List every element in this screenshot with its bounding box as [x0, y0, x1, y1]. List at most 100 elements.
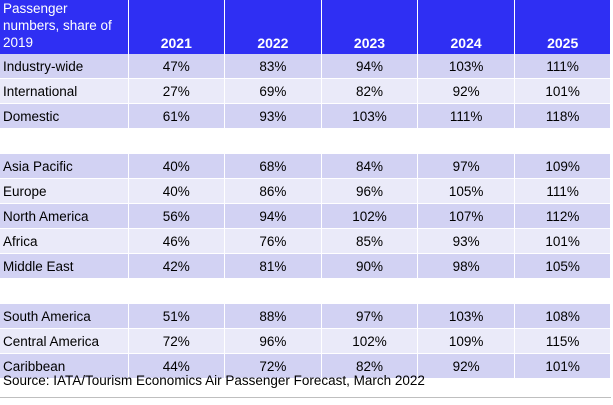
passenger-forecast-table: Passenger numbers, share of 2019 2021 20…: [0, 0, 612, 379]
value-cell: 108%: [514, 303, 612, 329]
value-cell: 72%: [224, 353, 322, 379]
row-label: Africa: [0, 228, 129, 254]
value-cell: 61%: [128, 103, 226, 129]
value-cell: 40%: [128, 153, 226, 179]
table-header-row: Passenger numbers, share of 2019 2021 20…: [0, 0, 612, 54]
row-label: North America: [0, 203, 129, 229]
value-cell: 98%: [417, 253, 515, 279]
value-cell: 68%: [224, 153, 322, 179]
value-cell: 105%: [514, 253, 612, 279]
spacer-cell: [514, 128, 612, 154]
value-cell: 85%: [321, 228, 419, 254]
value-cell: 97%: [417, 153, 515, 179]
source-note: Source: IATA/Tourism Economics Air Passe…: [3, 373, 425, 388]
value-cell: 109%: [514, 153, 612, 179]
row-label: Europe: [0, 178, 129, 204]
value-cell: 101%: [514, 78, 612, 104]
spacer-cell: [0, 278, 129, 304]
table-row: Middle East 42% 81% 90% 98% 105%: [0, 253, 612, 279]
value-cell: 93%: [417, 228, 515, 254]
value-cell: 82%: [321, 78, 419, 104]
value-cell: 111%: [514, 54, 612, 79]
value-cell: 51%: [128, 303, 226, 329]
value-cell: 56%: [128, 203, 226, 229]
column-header: 2025: [514, 0, 612, 54]
value-cell: 47%: [128, 54, 226, 79]
value-cell: 42%: [128, 253, 226, 279]
table-row: Asia Pacific 40% 68% 84% 97% 109%: [0, 153, 612, 179]
spacer-cell: [224, 128, 322, 154]
row-label: Domestic: [0, 103, 129, 129]
value-cell: 92%: [417, 353, 515, 379]
value-cell: 69%: [224, 78, 322, 104]
value-cell: 102%: [321, 328, 419, 354]
value-cell: 88%: [224, 303, 322, 329]
value-cell: 103%: [417, 303, 515, 329]
spacer-cell: [417, 278, 515, 304]
spacer-cell: [321, 278, 419, 304]
column-header: 2023: [321, 0, 419, 54]
table-row: South America 51% 88% 97% 103% 108%: [0, 303, 612, 329]
row-label: South America: [0, 303, 129, 329]
value-cell: 44%: [128, 353, 226, 379]
value-cell: 97%: [321, 303, 419, 329]
value-cell: 111%: [514, 178, 612, 204]
row-label: Middle East: [0, 253, 129, 279]
value-cell: 111%: [417, 103, 515, 129]
table-row: Africa 46% 76% 85% 93% 101%: [0, 228, 612, 254]
row-label: International: [0, 78, 129, 104]
spacer-cell: [514, 278, 612, 304]
value-cell: 92%: [417, 78, 515, 104]
value-cell: 86%: [224, 178, 322, 204]
value-cell: 40%: [128, 178, 226, 204]
value-cell: 84%: [321, 153, 419, 179]
value-cell: 83%: [224, 54, 322, 79]
value-cell: 81%: [224, 253, 322, 279]
value-cell: 90%: [321, 253, 419, 279]
table-row: North America 56% 94% 102% 107% 112%: [0, 203, 612, 229]
value-cell: 118%: [514, 103, 612, 129]
spacer-cell: [128, 128, 226, 154]
row-label: Central America: [0, 328, 129, 354]
row-label: Asia Pacific: [0, 153, 129, 179]
value-cell: 105%: [417, 178, 515, 204]
table-row: Central America 72% 96% 102% 109% 115%: [0, 328, 612, 354]
group-spacer-row: [0, 128, 612, 154]
row-label: Industry-wide: [0, 54, 129, 79]
group-spacer-row: [0, 278, 612, 304]
header-label: Passenger numbers, share of 2019: [0, 0, 129, 54]
spacer-cell: [417, 128, 515, 154]
value-cell: 94%: [224, 203, 322, 229]
value-cell: 102%: [321, 203, 419, 229]
bottom-divider: [0, 397, 611, 398]
value-cell: 27%: [128, 78, 226, 104]
table-body: Industry-wide 47% 83% 94% 103% 111% Internatio…: [0, 54, 612, 379]
column-header: 2022: [224, 0, 322, 54]
value-cell: 93%: [224, 103, 322, 129]
value-cell: 72%: [128, 328, 226, 354]
value-cell: 76%: [224, 228, 322, 254]
column-header: 2024: [417, 0, 515, 54]
value-cell: 103%: [321, 103, 419, 129]
column-header: 2021: [128, 0, 226, 54]
value-cell: 101%: [514, 228, 612, 254]
value-cell: 107%: [417, 203, 515, 229]
spacer-cell: [321, 128, 419, 154]
value-cell: 94%: [321, 54, 419, 79]
row-label: Caribbean: [0, 353, 129, 379]
value-cell: 96%: [321, 178, 419, 204]
table-row: Europe 40% 86% 96% 105% 111%: [0, 178, 612, 204]
table-row: Domestic 61% 93% 103% 111% 118%: [0, 103, 612, 129]
value-cell: 46%: [128, 228, 226, 254]
value-cell: 115%: [514, 328, 612, 354]
value-cell: 82%: [321, 353, 419, 379]
table-row: Industry-wide 47% 83% 94% 103% 111%: [0, 54, 612, 79]
spacer-cell: [0, 128, 129, 154]
spacer-cell: [128, 278, 226, 304]
value-cell: 101%: [514, 353, 612, 379]
value-cell: 96%: [224, 328, 322, 354]
spacer-cell: [224, 278, 322, 304]
value-cell: 112%: [514, 203, 612, 229]
table-row: Caribbean 44% 72% 82% 92% 101%: [0, 353, 612, 379]
